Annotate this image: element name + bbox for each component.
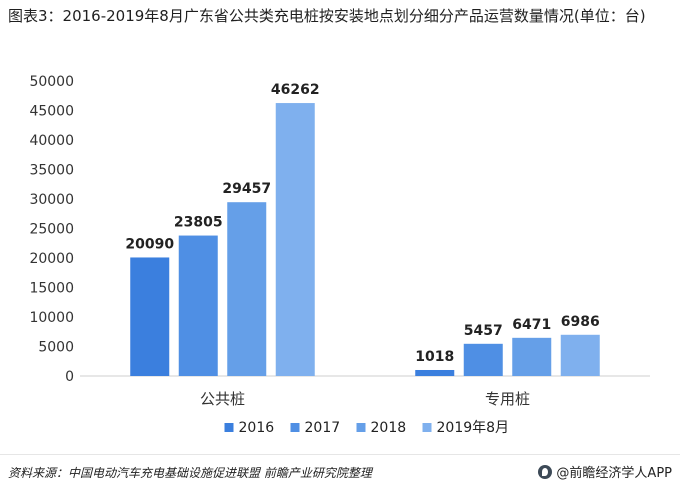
y-tick-label: 50000 xyxy=(29,74,74,90)
legend-label: 2016 xyxy=(239,420,275,436)
bar xyxy=(415,369,455,376)
data-label: 6986 xyxy=(561,314,600,330)
legend-swatch xyxy=(422,423,432,432)
y-tick-label: 10000 xyxy=(29,310,74,326)
x-category-label: 公共桩 xyxy=(200,390,245,408)
brand-text: @前瞻经济学人APP xyxy=(556,466,672,481)
y-tick-label: 20000 xyxy=(29,251,74,267)
legend-swatch xyxy=(290,423,300,432)
bar xyxy=(130,257,170,376)
y-tick-label: 25000 xyxy=(29,222,74,238)
y-tick-label: 5000 xyxy=(38,340,74,356)
legend-label: 2017 xyxy=(305,420,341,436)
x-category-label: 专用桩 xyxy=(485,390,530,408)
bar-chart: 0 5000 10000 15000 20000 25000 30000 35000 40000… xyxy=(29,74,650,436)
bar xyxy=(463,343,503,376)
legend-label: 2018 xyxy=(371,420,407,436)
chart-title: 图表3：2016-2019年8月广东省公共类充电桩按安装地点划分细分产品运营数量… xyxy=(8,7,646,25)
data-label: 6471 xyxy=(512,317,551,333)
y-tick-label: 35000 xyxy=(29,163,74,179)
data-label: 46262 xyxy=(271,82,320,98)
y-tick-label: 40000 xyxy=(29,133,74,149)
data-label: 1018 xyxy=(415,349,454,365)
legend-swatch xyxy=(356,423,366,432)
legend-swatch xyxy=(224,423,234,432)
y-tick-label: 15000 xyxy=(29,281,74,297)
bar xyxy=(275,103,315,376)
data-label: 5457 xyxy=(464,323,503,339)
bar xyxy=(227,202,267,376)
bar xyxy=(178,235,218,376)
data-label: 20090 xyxy=(125,236,174,252)
y-tick-label: 0 xyxy=(65,369,74,385)
data-label: 23805 xyxy=(174,215,223,231)
footer: 资料来源：中国电动汽车充电基础设施促进联盟 前瞻产业研究院整理 @前瞻经济学人A… xyxy=(0,454,680,493)
bar xyxy=(512,337,552,376)
brand-credit: @前瞻经济学人APP xyxy=(538,462,672,481)
legend-label: 2019年8月 xyxy=(437,420,510,436)
y-tick-label: 45000 xyxy=(29,104,74,120)
y-tick-label: 30000 xyxy=(29,192,74,208)
bar xyxy=(560,334,600,376)
source-note: 资料来源：中国电动汽车充电基础设施促进联盟 前瞻产业研究院整理 xyxy=(8,466,372,480)
data-label: 29457 xyxy=(222,181,271,197)
qianzhan-logo-icon xyxy=(538,464,553,479)
